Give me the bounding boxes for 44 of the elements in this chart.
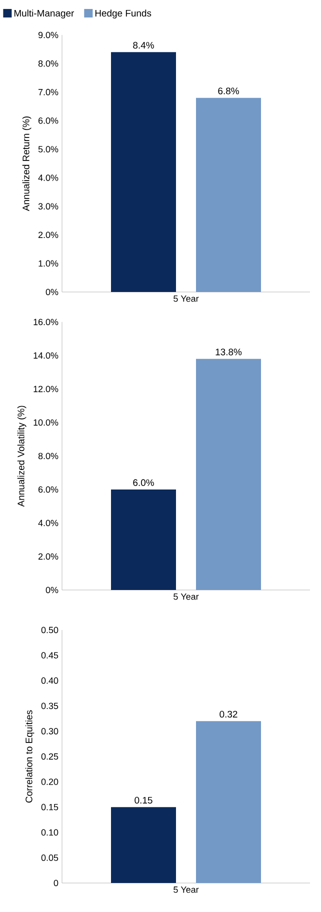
- y-tick-label: 16.0%: [34, 318, 58, 326]
- y-tick-label: 0.40: [41, 677, 58, 684]
- y-tick-label: 2.0%: [38, 553, 58, 560]
- x-tick-label: 5 Year: [174, 594, 199, 600]
- y-tick-label: 10.0%: [34, 419, 58, 426]
- y-axis-title: Annualized Return (%): [22, 116, 32, 212]
- y-tick-label: 0.30: [41, 728, 58, 734]
- y-tick-label: 14.0%: [34, 352, 58, 359]
- y-tick-label: 0.25: [41, 753, 58, 760]
- y-tick-label: 4.0%: [38, 520, 58, 526]
- y-tick-label: 0.10: [41, 829, 58, 836]
- y-tick-label: 0.15: [41, 804, 58, 810]
- data-label: 0.32: [220, 710, 238, 718]
- y-tick-label: 0.50: [41, 626, 58, 634]
- y-tick-label: 0.35: [41, 702, 58, 710]
- y-tick-label: 6.0%: [38, 117, 58, 124]
- y-tick-label: 5.0%: [38, 146, 58, 152]
- x-tick-label: 5 Year: [174, 296, 199, 302]
- legend-label: Multi-Manager: [14, 10, 74, 18]
- y-tick-label: 12.0%: [34, 386, 58, 392]
- y-tick-label: 0.20: [41, 778, 58, 785]
- x-tick-label: 5 Year: [174, 886, 199, 893]
- y-tick-label: 8.0%: [38, 452, 58, 460]
- y-tick-label: 0.05: [41, 854, 58, 861]
- y-tick-label: 0: [54, 880, 58, 886]
- y-tick-label: 0%: [46, 586, 58, 594]
- y-tick-label: 1.0%: [38, 260, 58, 267]
- data-label: 0.15: [134, 796, 152, 804]
- data-label: 8.4%: [133, 42, 154, 49]
- y-axis-title: Correlation to Equities: [25, 710, 34, 803]
- y-tick-label: 0%: [46, 288, 58, 296]
- y-tick-label: 2.0%: [38, 232, 58, 238]
- y-tick-label: 7.0%: [38, 88, 58, 96]
- legend-label: Hedge Funds: [95, 10, 152, 18]
- y-tick-label: 8.0%: [38, 60, 58, 67]
- data-label: 13.8%: [216, 348, 242, 356]
- y-tick-label: 6.0%: [38, 486, 58, 493]
- data-label: 6.0%: [133, 479, 154, 486]
- y-tick-label: 4.0%: [38, 174, 58, 181]
- y-tick-label: 3.0%: [38, 203, 58, 210]
- y-tick-label: 0.45: [41, 652, 58, 658]
- y-tick-label: 9.0%: [38, 32, 58, 38]
- data-label: 6.8%: [218, 88, 239, 94]
- y-axis-title: Annualized Volatility (%): [17, 406, 26, 507]
